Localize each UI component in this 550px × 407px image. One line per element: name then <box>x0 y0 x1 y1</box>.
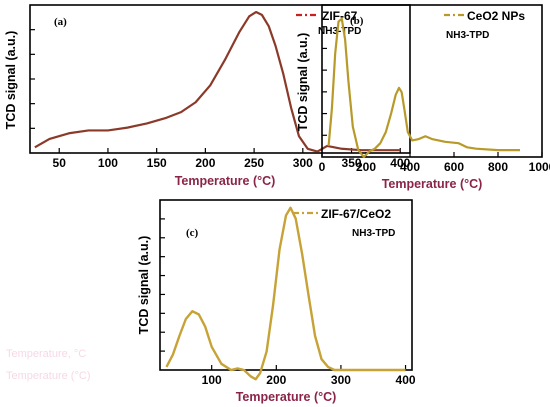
x-tick-label-b-2: 400 <box>400 160 420 174</box>
x-tick-label-a-3: 200 <box>195 156 215 170</box>
x-axis-label-a: Temperature (°C) <box>175 174 276 188</box>
x-tick-label-a-6: 350 <box>342 156 362 170</box>
y-ticks-c <box>160 218 165 352</box>
series-line-composite <box>165 206 406 381</box>
x-tick-label-b-4: 800 <box>488 160 508 174</box>
x-tick-label-a-5: 300 <box>293 156 313 170</box>
ghost-text-2: Temperature (°C) <box>6 370 90 382</box>
x-tick-label-a-4: 250 <box>244 156 264 170</box>
x-axis-label-c: Temperature (°C) <box>236 390 337 404</box>
panel-label-a: (a) <box>54 16 67 28</box>
chart-panel-b: 0 200 400 600 800 1000 (b) CeO2 NPs NH3-TPD T… <box>296 4 550 191</box>
ghost-text-1: Temperature, °C <box>6 348 86 360</box>
plot-frame-c <box>159 199 413 371</box>
x-tick-label-b-5: 1000 <box>529 160 550 174</box>
series-line-ceo2 <box>327 17 520 159</box>
y-axis-label-a: TCD signal (a.u.) <box>4 31 18 130</box>
y-ticks-a <box>30 29 35 129</box>
annotation-nh3tpd-c: NH3-TPD <box>352 228 395 239</box>
x-axis-label-b: Temperature (°C) <box>382 177 483 191</box>
x-tick-label-a-2: 150 <box>147 156 167 170</box>
x-ticks-b: 0 200 400 600 800 1000 <box>319 152 550 174</box>
x-tick-label-a-0: 50 <box>53 156 67 170</box>
y-axis-label-c: TCD signal (a.u.) <box>137 236 151 335</box>
x-ticks-a: 50 100 150 200 250 300 350 400 <box>53 148 411 170</box>
x-tick-label-a-7: 400 <box>390 156 410 170</box>
x-tick-label-c-1: 200 <box>266 373 286 387</box>
plot-frame-b <box>321 4 543 158</box>
chart-panel-a: 50 100 150 200 250 300 350 400 (a) ZIF-67 NH3-T… <box>4 4 411 188</box>
x-tick-label-b-3: 600 <box>444 160 464 174</box>
x-tick-label-b-1: 200 <box>356 160 376 174</box>
x-tick-label-c-0: 100 <box>202 373 222 387</box>
y-axis-label-b: TCD signal (a.u.) <box>296 33 310 132</box>
annotation-nh3tpd-a: NH3-TPD <box>318 26 361 37</box>
legend-label-zif67: ZIF-67 <box>322 9 358 23</box>
chart-panel-c: 100 200 300 400 (c) ZIF-67/CeO2 NH3-TPD Tem… <box>137 199 416 404</box>
x-tick-label-c-3: 400 <box>396 373 416 387</box>
x-ticks-c: 100 200 300 400 <box>202 365 416 387</box>
panel-label-c: (c) <box>186 227 199 239</box>
x-tick-label-a-1: 100 <box>98 156 118 170</box>
legend-label-ceo2: CeO2 NPs <box>467 9 525 23</box>
panel-label-b: (b) <box>350 15 364 27</box>
y-ticks-b <box>322 26 327 136</box>
x-tick-label-b-0: 0 <box>319 160 326 174</box>
annotation-nh3tpd-b: NH3-TPD <box>446 30 489 41</box>
legend-label-composite: ZIF-67/CeO2 <box>321 207 391 221</box>
x-tick-label-c-2: 300 <box>331 373 351 387</box>
